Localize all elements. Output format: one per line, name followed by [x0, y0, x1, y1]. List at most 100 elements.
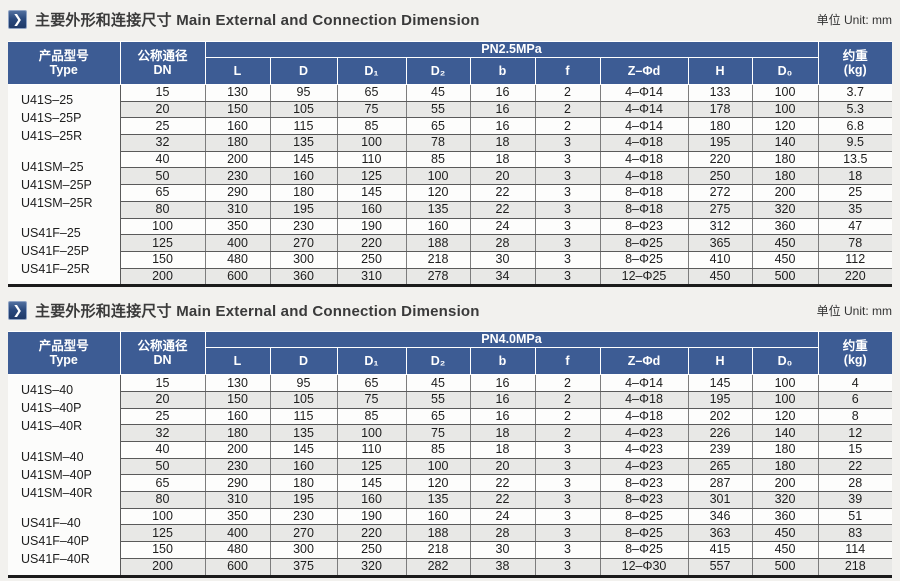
- dimension-cell: 4–Φ14: [599, 100, 689, 119]
- dimension-cell: 218: [405, 541, 471, 559]
- dimension-cell: 4–Φ18: [599, 167, 689, 186]
- dimension-cell: 39: [817, 491, 892, 509]
- type-name: U41S–25R: [21, 129, 83, 144]
- dimension-cell: 160: [204, 407, 271, 426]
- dimension-cell: 110: [336, 150, 407, 169]
- dimension-cell: 218: [405, 250, 471, 269]
- dimension-cell: 180: [751, 150, 819, 169]
- dimension-cell: 272: [687, 184, 753, 202]
- dimension-cell: 3: [534, 441, 601, 459]
- unit-label: 单位 Unit: mm: [816, 12, 892, 27]
- dimension-cell: 160: [405, 507, 471, 526]
- dimension-cell: 226: [687, 424, 753, 442]
- table-row: 32 180 135 100 75 18 2 4–Φ23 226 140 12: [8, 424, 892, 442]
- dimension-cell: 180: [269, 474, 338, 493]
- dimension-cell: 130: [204, 84, 271, 102]
- table-row: 125 400 270 220 188 28 3 8–Φ25 365 450 78: [8, 234, 892, 252]
- type-name: U41S–40P: [21, 401, 82, 416]
- dimension-cell: 55: [405, 100, 471, 119]
- table-row: 20 150 105 75 55 16 2 4–Φ14 178 100 5.3: [8, 100, 892, 119]
- dimension-cell: 270: [269, 524, 338, 543]
- dimension-cell: 450: [687, 267, 753, 287]
- dimension-cell: 18: [469, 134, 536, 152]
- table-row: 65 290 180 145 120 22 3 8–Φ23 287 200 28: [8, 474, 892, 493]
- dimension-cell: 4–Φ18: [599, 150, 689, 169]
- dimension-cell: 290: [204, 184, 271, 202]
- dimension-cell: 200: [119, 267, 206, 287]
- dimension-cell: 8–Φ18: [599, 184, 689, 202]
- table-row: 32 180 135 100 78 18 3 4–Φ18 195 140 9.5: [8, 134, 892, 152]
- header-pressure-band: PN4.0MPa: [205, 331, 819, 349]
- dimension-cell: 450: [751, 234, 819, 252]
- dimension-cell: 4–Φ18: [599, 407, 689, 426]
- dimension-cell: 301: [687, 491, 753, 509]
- header-dim-zphid: Z–Φd: [599, 57, 689, 85]
- dimension-cell: 350: [204, 507, 271, 526]
- dimension-cell: 85: [336, 407, 407, 426]
- dimension-cell: 145: [336, 184, 407, 202]
- dimension-cell: 188: [405, 234, 471, 252]
- type-name: US41F–40: [21, 516, 81, 531]
- header-dim-D: D: [269, 347, 338, 376]
- dimension-cell: 150: [204, 390, 271, 409]
- dimension-cell: 250: [336, 250, 407, 269]
- dimension-cell: 239: [687, 441, 753, 459]
- dimension-cell: 312: [687, 217, 753, 236]
- dimension-cell: 557: [687, 557, 753, 577]
- dimension-cell: 135: [269, 134, 338, 152]
- dimension-cell: 2: [534, 117, 601, 136]
- dimension-cell: 3: [534, 557, 601, 577]
- dimension-cell: 75: [405, 424, 471, 442]
- dimension-cell: 3: [534, 267, 601, 287]
- section-title-en: Main External and Connection Dimension: [176, 11, 480, 29]
- dimension-cell: 135: [405, 491, 471, 509]
- dimension-cell: 2: [534, 424, 601, 442]
- dimension-cell: 450: [751, 524, 819, 543]
- dimension-cell: 30: [469, 250, 536, 269]
- dimension-cell: 35: [817, 200, 892, 219]
- dimension-cell: 8–Φ23: [599, 491, 689, 509]
- dimension-cell: 4–Φ14: [599, 374, 689, 392]
- dimension-cell: 8–Φ25: [599, 250, 689, 269]
- header-type-zh: 产品型号: [38, 49, 89, 63]
- type-name: U41SM–40: [21, 449, 84, 464]
- dimension-cell: 6.8: [817, 117, 892, 136]
- dimension-cell: 365: [687, 234, 753, 252]
- dimension-cell: 200: [751, 474, 819, 493]
- dimension-cell: 360: [269, 267, 338, 287]
- dimension-cell: 300: [269, 541, 338, 559]
- dimension-cell: 80: [119, 491, 206, 509]
- table-row: 150 480 300 250 218 30 3 8–Φ25 415 450 114: [8, 541, 892, 559]
- dimension-cell: 16: [469, 117, 536, 136]
- dimension-cell: 4–Φ18: [599, 390, 689, 409]
- dimension-cell: 180: [687, 117, 753, 136]
- dimension-cell: 50: [119, 167, 206, 186]
- dimension-cell: 3: [534, 150, 601, 169]
- table-row: 80 310 195 160 135 22 3 8–Φ23 301 320 39: [8, 491, 892, 509]
- dimension-cell: 195: [269, 200, 338, 219]
- dimension-cell: 250: [336, 541, 407, 559]
- dimension-cell: 160: [336, 491, 407, 509]
- dimension-cell: 5.3: [817, 100, 892, 119]
- table-body: U41S–25 U41S–25P U41S–25R 15 130 95 65 45 16 2 4–Φ…: [8, 84, 892, 287]
- header-type: 产品型号 Type: [8, 331, 121, 376]
- type-group-cell: U41SM–25 U41SM–25P U41SM–25R: [8, 151, 121, 218]
- type-name: U41SM–25P: [21, 177, 92, 192]
- dimension-cell: 4–Φ14: [599, 84, 689, 102]
- dimension-cell: 18: [469, 424, 536, 442]
- table-row: 125 400 270 220 188 28 3 8–Φ25 363 450 83: [8, 524, 892, 543]
- dimension-cell: 18: [817, 167, 892, 186]
- header-dim-D: D: [269, 57, 338, 85]
- dimension-cell: 16: [469, 374, 536, 392]
- header-weight-zh: 约重: [842, 339, 868, 354]
- dimension-cell: 135: [269, 424, 338, 442]
- dimension-cell: 18: [469, 441, 536, 459]
- dimension-cell: 12: [817, 424, 892, 442]
- header-dim-L: L: [204, 347, 271, 376]
- chevron-right-icon: ❯: [8, 300, 27, 320]
- dimension-cell: 65: [119, 184, 206, 202]
- dimension-cell: 9.5: [817, 134, 892, 152]
- table-row: 80 310 195 160 135 22 3 8–Φ18 275 320 35: [8, 200, 892, 219]
- dimension-cell: 287: [687, 474, 753, 493]
- catalog-page: ❯ 主要外形和连接尺寸 Main External and Connection…: [0, 7, 900, 578]
